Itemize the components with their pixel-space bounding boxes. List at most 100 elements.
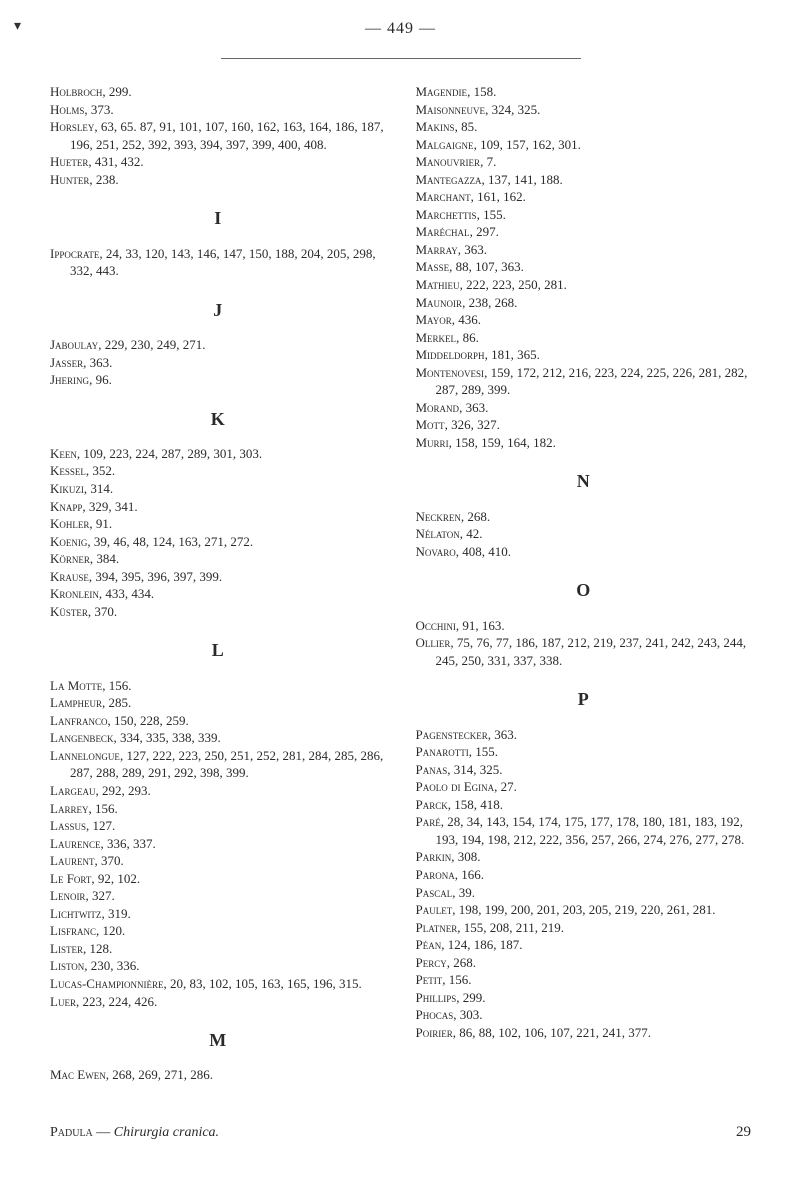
- entry-name: Percy: [416, 955, 447, 970]
- index-entry: Masse, 88, 107, 363.: [416, 258, 752, 276]
- entry-refs: 238, 268.: [469, 295, 518, 310]
- index-entry: Kohler, 91.: [50, 515, 386, 533]
- entry-refs: 128.: [89, 941, 112, 956]
- entry-name: Paulet: [416, 902, 453, 917]
- entry-refs: 156.: [95, 801, 118, 816]
- section-letter: L: [50, 638, 386, 662]
- index-entry: Lanfranco, 150, 228, 259.: [50, 712, 386, 730]
- entry-refs: 27.: [501, 779, 517, 794]
- entry-name: Le Fort: [50, 871, 91, 886]
- entry-name: Paolo di Egina: [416, 779, 495, 794]
- entry-name: Marchant: [416, 189, 471, 204]
- index-entry: Jhering, 96.: [50, 371, 386, 389]
- index-entry: Parona, 166.: [416, 866, 752, 884]
- entry-refs: 161, 162.: [477, 189, 526, 204]
- entry-refs: 238.: [96, 172, 119, 187]
- entry-refs: 363.: [464, 242, 487, 257]
- entry-refs: 166.: [461, 867, 484, 882]
- entry-refs: 326, 327.: [451, 417, 500, 432]
- entry-name: La Motte: [50, 678, 102, 693]
- entry-name: Ippocrate: [50, 246, 99, 261]
- entry-name: Nélaton: [416, 526, 460, 541]
- section-letter: O: [416, 578, 752, 602]
- section-letter: I: [50, 206, 386, 230]
- entry-name: Makins: [416, 119, 455, 134]
- entry-name: Parona: [416, 867, 455, 882]
- entry-refs: 327.: [92, 888, 115, 903]
- index-entry: Laurence, 336, 337.: [50, 835, 386, 853]
- index-entry: Lenoir, 327.: [50, 887, 386, 905]
- entry-name: Hueter: [50, 154, 88, 169]
- entry-refs: 370.: [94, 604, 117, 619]
- index-entry: Hunter, 238.: [50, 171, 386, 189]
- section-letter: M: [50, 1028, 386, 1052]
- index-entry: Kronlein, 433, 434.: [50, 585, 386, 603]
- entry-refs: 308.: [458, 849, 481, 864]
- footer: Padula — Chirurgia cranica. 29: [50, 1124, 751, 1141]
- footer-sep: —: [93, 1125, 114, 1140]
- entry-refs: 384.: [96, 551, 119, 566]
- entry-name: Mott: [416, 417, 445, 432]
- entry-refs: 127.: [92, 818, 115, 833]
- entry-refs: 150, 228, 259.: [114, 713, 189, 728]
- entry-refs: 363.: [466, 400, 489, 415]
- index-entry: Mac Ewen, 268, 269, 271, 286.: [50, 1066, 386, 1084]
- entry-refs: 223, 224, 426.: [82, 994, 157, 1009]
- entry-name: Maisonneuve: [416, 102, 486, 117]
- entry-name: Körner: [50, 551, 90, 566]
- right-column: Magendie, 158.Maisonneuve, 324, 325.Maki…: [416, 83, 752, 1084]
- entry-name: Parck: [416, 797, 448, 812]
- entry-refs: 268.: [467, 509, 490, 524]
- index-entry: Largeau, 292, 293.: [50, 782, 386, 800]
- entry-name: Kronlein: [50, 586, 99, 601]
- index-entry: Petit, 156.: [416, 971, 752, 989]
- entry-name: Morand: [416, 400, 460, 415]
- entry-name: Novaro: [416, 544, 456, 559]
- index-entry: Paré, 28, 34, 143, 154, 174, 175, 177, 1…: [416, 813, 752, 848]
- entry-refs: 158.: [474, 84, 497, 99]
- entry-refs: 324, 325.: [492, 102, 541, 117]
- index-entry: Parck, 158, 418.: [416, 796, 752, 814]
- entry-name: Holbroch: [50, 84, 102, 99]
- index-entry: Paulet, 198, 199, 200, 201, 203, 205, 21…: [416, 901, 752, 919]
- entry-refs: 292, 293.: [102, 783, 151, 798]
- entry-name: Mac Ewen: [50, 1067, 106, 1082]
- index-entry: Lassus, 127.: [50, 817, 386, 835]
- footer-author: Padula: [50, 1125, 93, 1140]
- entry-refs: 124, 186, 187.: [448, 937, 523, 952]
- index-entry: Keen, 109, 223, 224, 287, 289, 301, 303.: [50, 445, 386, 463]
- entry-refs: 156.: [449, 972, 472, 987]
- left-column: Holbroch, 299.Holms, 373.Horsley, 63, 65…: [50, 83, 386, 1084]
- entry-refs: 181, 365.: [491, 347, 540, 362]
- entry-refs: 352.: [92, 463, 115, 478]
- entry-name: Kessel: [50, 463, 86, 478]
- index-entry: Panarotti, 155.: [416, 743, 752, 761]
- entry-refs: 109, 157, 162, 301.: [480, 137, 581, 152]
- entry-name: Mantegazza: [416, 172, 482, 187]
- entry-name: Kikuzi: [50, 481, 84, 496]
- index-entry: Occhini, 91, 163.: [416, 617, 752, 635]
- entry-name: Panarotti: [416, 744, 469, 759]
- index-entry: Maréchal, 297.: [416, 223, 752, 241]
- entry-refs: 155, 208, 211, 219.: [464, 920, 564, 935]
- entry-name: Kohler: [50, 516, 89, 531]
- entry-refs: 86.: [463, 330, 479, 345]
- entry-refs: 42.: [466, 526, 482, 541]
- index-entry: Lister, 128.: [50, 940, 386, 958]
- footer-page: 29: [736, 1124, 751, 1141]
- index-entry: Marray, 363.: [416, 241, 752, 259]
- entry-refs: 314.: [90, 481, 113, 496]
- entry-name: Middeldorph: [416, 347, 485, 362]
- entry-name: Largeau: [50, 783, 95, 798]
- entry-name: Lannelongue: [50, 748, 120, 763]
- entry-name: Jasser: [50, 355, 83, 370]
- entry-name: Mathieu: [416, 277, 460, 292]
- index-entry: Montenovesi, 159, 172, 212, 216, 223, 22…: [416, 364, 752, 399]
- index-entry: Novaro, 408, 410.: [416, 543, 752, 561]
- entry-name: Neckren: [416, 509, 461, 524]
- index-entry: Krause, 394, 395, 396, 397, 399.: [50, 568, 386, 586]
- index-entry: Horsley, 63, 65. 87, 91, 101, 107, 160, …: [50, 118, 386, 153]
- index-entry: Langenbeck, 334, 335, 338, 339.: [50, 729, 386, 747]
- index-entry: Maunoir, 238, 268.: [416, 294, 752, 312]
- entry-name: Lisfranc: [50, 923, 96, 938]
